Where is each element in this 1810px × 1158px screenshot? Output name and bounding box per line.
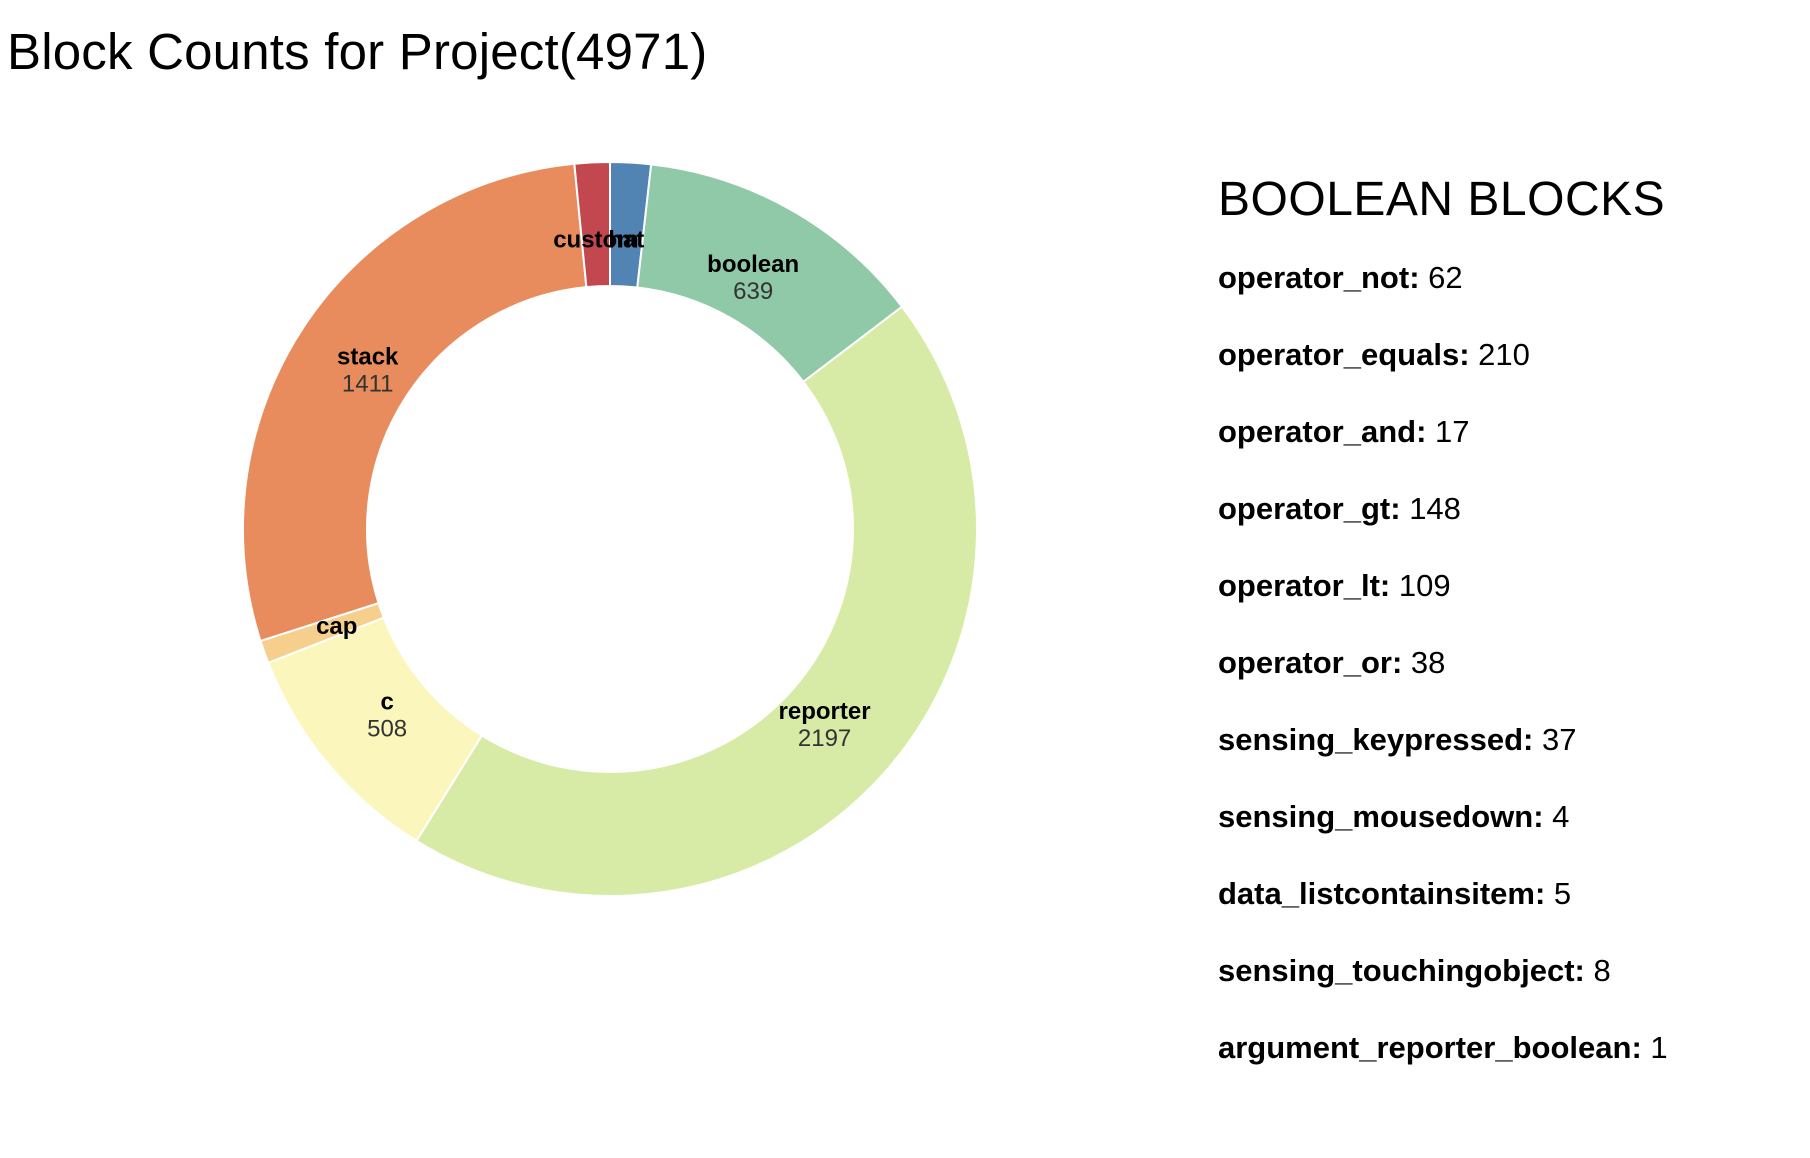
detail-item-value: 148 [1409,491,1461,526]
detail-item: operator_gt: 148 [1218,486,1798,563]
detail-item-separator: : [1379,568,1399,603]
detail-item-name: operator_and [1218,414,1417,449]
detail-item-separator: : [1390,491,1410,526]
slice-label-stack: stack [337,344,399,371]
detail-item-name: sensing_mousedown [1218,799,1534,834]
detail-item-value: 37 [1541,722,1577,757]
detail-item-name: sensing_touchingobject [1218,953,1575,988]
detail-item: sensing_touchingobject: 8 [1218,948,1798,1025]
slice-stack[interactable] [242,162,588,643]
detail-item-name: operator_equals [1218,337,1460,372]
detail-item: operator_lt: 109 [1218,563,1798,640]
slice-label-boolean: boolean [707,251,799,278]
slice-label-c: c [380,689,393,716]
detail-item: operator_or: 38 [1218,640,1798,717]
detail-item: operator_and: 17 [1218,409,1798,486]
slice-label-hat: hat [608,226,644,253]
detail-item-value: 17 [1435,414,1470,449]
detail-list: operator_not: 62 operator_equals: 210 oper… [1218,255,1798,1102]
slice-value-boolean: 639 [733,278,773,305]
donut-slices [242,160,978,897]
detail-item-separator: : [1533,799,1553,834]
detail-item-name: operator_or [1218,645,1392,680]
detail-item: data_listcontainsitem: 5 [1218,871,1798,948]
detail-item-value: 8 [1593,953,1611,988]
detail-item-value: 4 [1552,799,1570,834]
detail-item-value: 38 [1410,645,1446,680]
slice-label-reporter: reporter [779,698,871,725]
detail-item-separator: : [1523,722,1542,757]
detail-item-value: 109 [1398,568,1451,603]
detail-item-name: operator_lt [1218,568,1380,603]
detail-item: sensing_mousedown: 4 [1218,794,1798,871]
detail-item: operator_not: 62 [1218,255,1798,332]
slice-custom[interactable] [573,160,611,289]
detail-item-value: 62 [1428,260,1463,295]
detail-item-name: sensing_keypressed [1218,722,1524,757]
detail-item-separator: : [1574,953,1594,988]
detail-panel: BOOLEAN BLOCKS operator_not: 62 operator_… [1218,172,1798,1102]
detail-item-separator: : [1409,260,1429,295]
slice-label-custom: custom [553,226,638,253]
detail-item-separator: : [1631,1030,1651,1065]
slice-value-c: 508 [367,716,407,743]
detail-item-value: 210 [1478,337,1530,372]
detail-item-separator: : [1459,337,1479,372]
page-title: Block Counts for Project(4971) [7,23,708,80]
slice-value-stack: 1411 [342,371,394,398]
detail-item: operator_equals: 210 [1218,332,1798,409]
detail-item-name: data_listcontainsitem [1218,876,1535,911]
slice-value-reporter: 2197 [798,725,851,752]
detail-item-value: 1 [1650,1030,1668,1065]
detail-item: sensing_keypressed: 37 [1218,717,1798,794]
slice-label-cap: cap [316,613,357,640]
slice-reporter[interactable] [415,305,978,897]
detail-item-name: operator_gt [1218,491,1391,526]
detail-heading: BOOLEAN BLOCKS [1218,173,1666,226]
detail-item-name: argument_reporter_boolean [1218,1030,1632,1065]
detail-item-name: operator_not [1218,260,1410,295]
detail-item-value: 5 [1553,876,1572,911]
detail-item-separator: : [1534,876,1554,911]
detail-item-separator: : [1416,414,1436,449]
detail-item: argument_reporter_boolean: 1 [1218,1025,1798,1102]
detail-item-separator: : [1391,645,1411,680]
